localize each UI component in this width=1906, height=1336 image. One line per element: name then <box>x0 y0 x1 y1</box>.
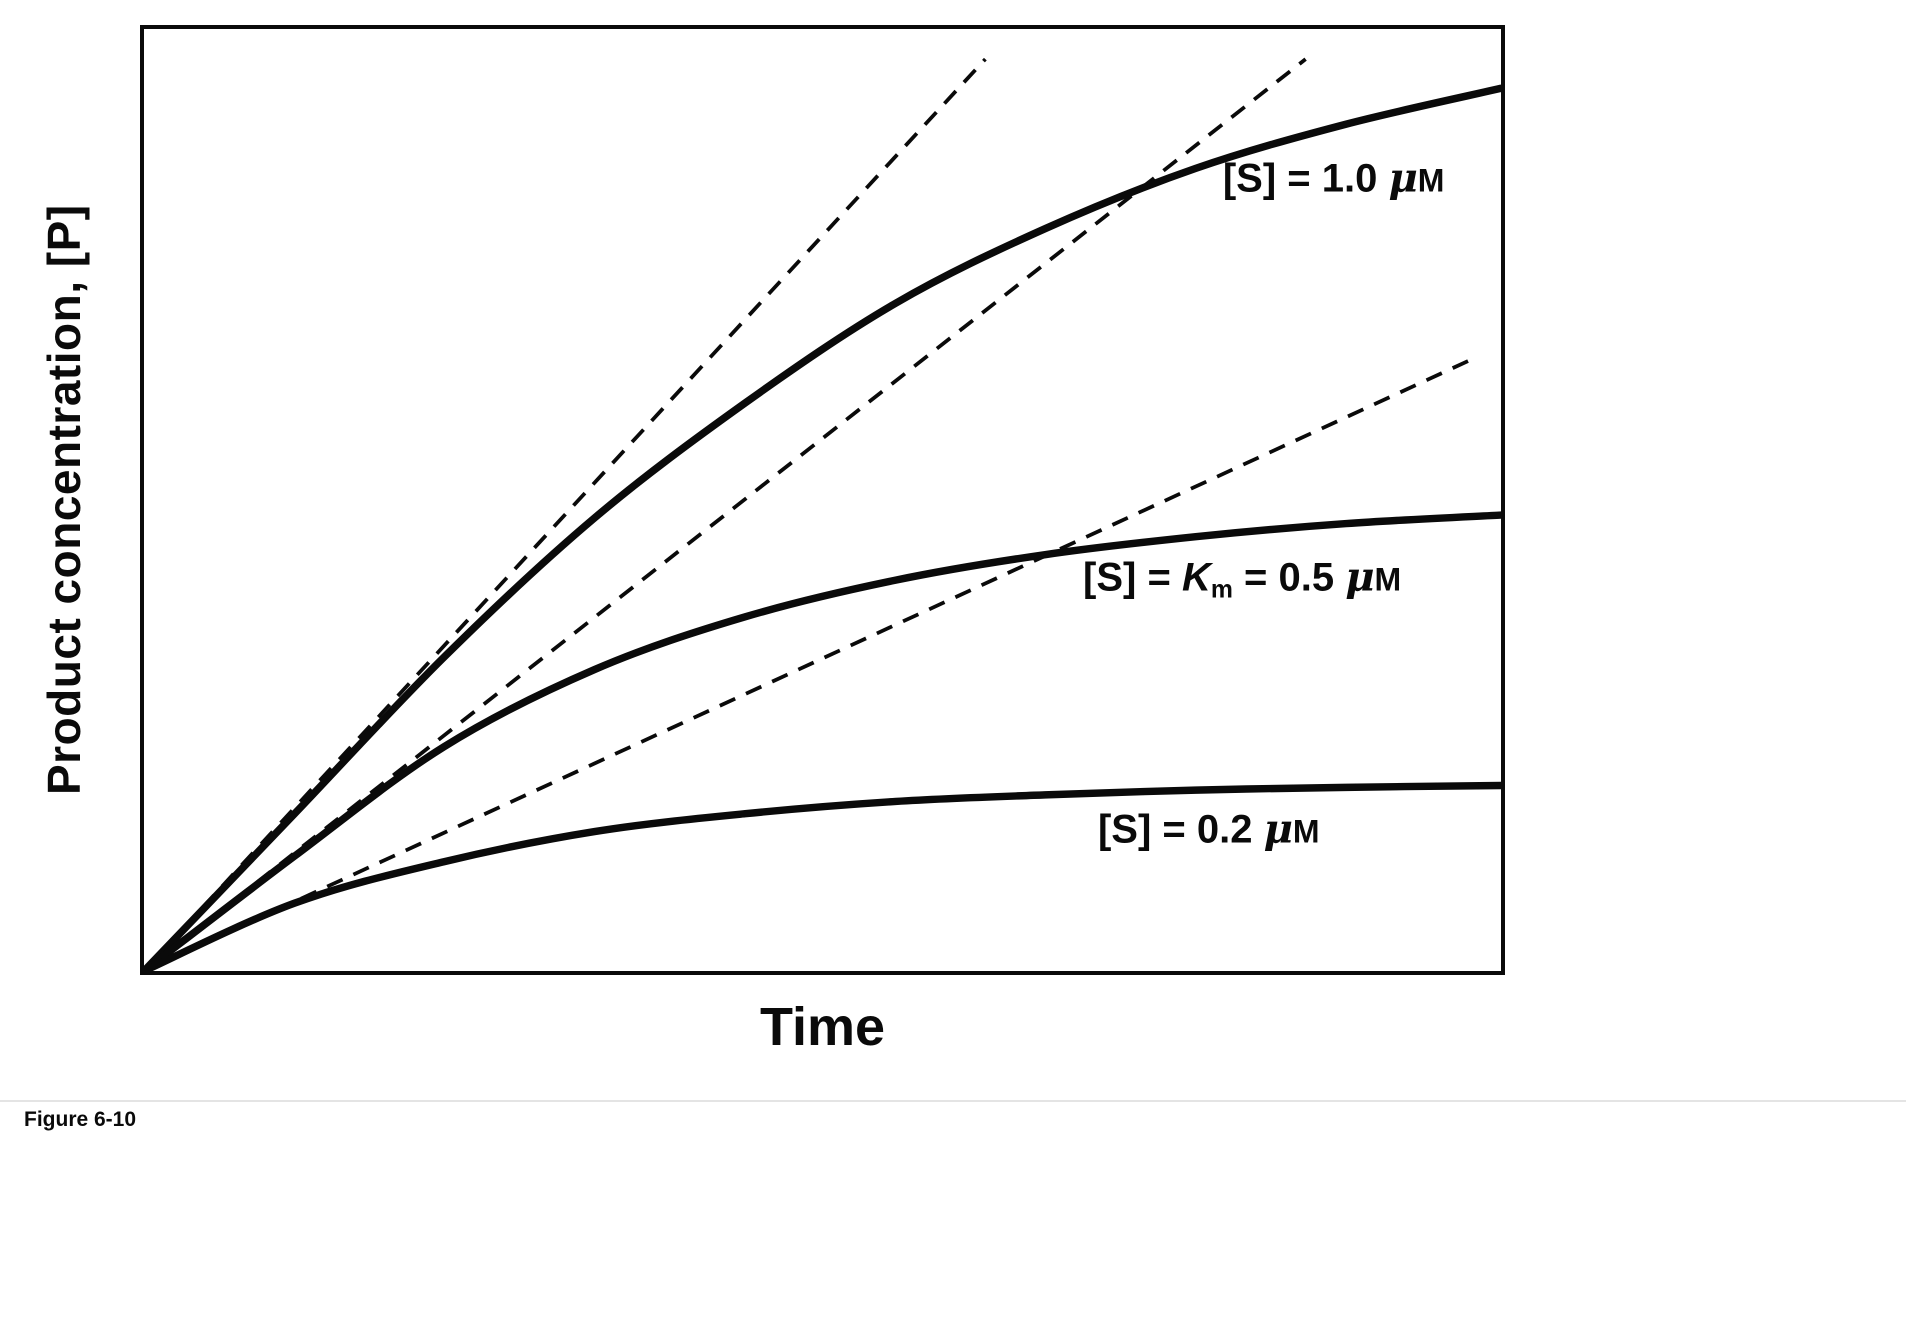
label-part: μ <box>1345 553 1375 601</box>
label-part: [S] = 1.0 <box>1222 156 1389 201</box>
progress-curve-2 <box>144 511 1501 971</box>
curve-label-s-0-2-um: [S] = 0.2 μM <box>1098 805 1320 852</box>
curve-label-s-1-0-um: [S] = 1.0 μM <box>1223 154 1445 201</box>
x-axis-label: Time <box>759 997 886 1057</box>
progress-curve-1 <box>144 84 1501 971</box>
initial-velocity-tangent-1 <box>144 57 987 971</box>
y-axis-label: Product concentration, [P] <box>38 204 90 796</box>
label-part: M <box>1292 813 1321 850</box>
label-part: μ <box>1263 805 1293 853</box>
progress-curve-3 <box>144 781 1501 971</box>
initial-velocity-tangent-3 <box>144 356 1477 971</box>
label-part: [S] = <box>1083 555 1182 600</box>
plot-area: [S] = 1.0 μM [S] = Km = 0.5 μM [S] = 0.2 μ… <box>140 25 1505 975</box>
label-part: μ <box>1388 154 1418 202</box>
label-part: K <box>1181 555 1211 600</box>
label-part: M <box>1417 162 1445 199</box>
plot-svg <box>144 57 1501 971</box>
curve-label-s-km-0-5-um: [S] = Km = 0.5 μM <box>1083 554 1402 605</box>
label-part: [S] = 0.2 <box>1097 807 1264 852</box>
label-part: M <box>1374 561 1402 598</box>
label-part: = 0.5 <box>1232 555 1346 600</box>
label-part: m <box>1210 576 1233 604</box>
caption-divider <box>0 1100 1906 1102</box>
figure-caption: Figure 6-10 <box>24 1108 137 1131</box>
